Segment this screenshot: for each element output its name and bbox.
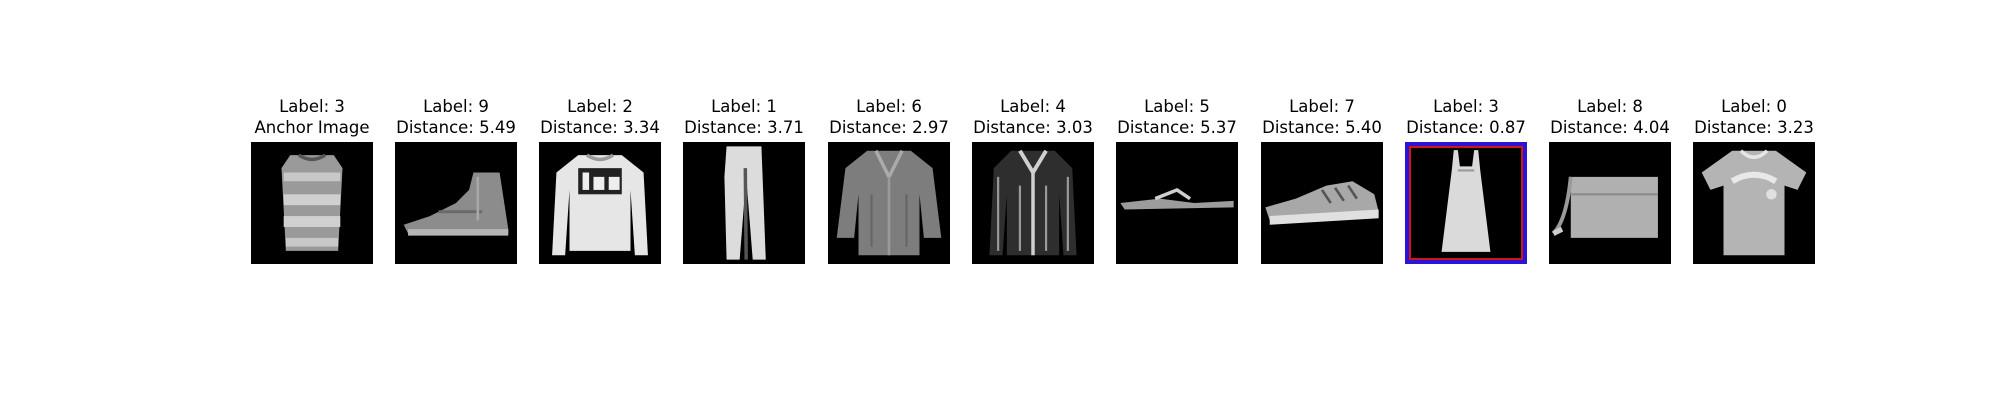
panel-caption: Label: 2 Distance: 3.34 — [539, 96, 661, 138]
panel-caption: Label: 6 Distance: 2.97 — [828, 96, 950, 138]
match-image — [683, 142, 805, 264]
coat-icon — [989, 149, 1077, 256]
nearest-match-image — [1405, 142, 1527, 264]
panel-label: Label: 3 — [279, 97, 345, 116]
bag-icon — [1551, 176, 1658, 238]
panel-distance: Distance: 5.40 — [1262, 118, 1382, 137]
tshirt-icon — [1701, 149, 1807, 256]
panel-distance: Distance: 2.97 — [829, 118, 949, 137]
panel-6: Label: 5 Distance: 5.37 — [1116, 96, 1238, 138]
shirt-icon — [836, 149, 942, 256]
sneaker-icon — [1265, 181, 1379, 225]
dress-striped-icon — [281, 153, 343, 251]
panel-distance: Distance: 3.23 — [1694, 118, 1814, 137]
panel-caption: Label: 3 Anchor Image — [251, 96, 373, 138]
ankle-boot-icon — [403, 172, 509, 236]
panel-caption: Label: 7 Distance: 5.40 — [1261, 96, 1383, 138]
panel-distance: Distance: 5.37 — [1117, 118, 1237, 137]
pullover-icon — [552, 153, 648, 256]
match-image — [828, 142, 950, 264]
match-image — [1261, 142, 1383, 264]
panel-3: Label: 1 Distance: 3.71 — [683, 96, 805, 138]
panel-label: Label: 4 — [1000, 97, 1066, 116]
panel-4: Label: 6 Distance: 2.97 — [828, 96, 950, 138]
panel-label: Label: 6 — [856, 97, 922, 116]
panel-distance: Distance: 0.87 — [1406, 118, 1526, 137]
panel-caption: Label: 5 Distance: 5.37 — [1116, 96, 1238, 138]
match-image — [539, 142, 661, 264]
trouser-icon — [724, 146, 766, 260]
panel-label: Label: 3 — [1433, 97, 1499, 116]
panel-label: Label: 5 — [1144, 97, 1210, 116]
anchor-image — [251, 142, 373, 264]
panel-caption: Label: 0 Distance: 3.23 — [1693, 96, 1815, 138]
panel-5: Label: 4 Distance: 3.03 — [972, 96, 1094, 138]
panel-label: Label: 9 — [423, 97, 489, 116]
panel-0: Label: 3 Anchor Image — [251, 96, 373, 138]
sandal-icon — [1120, 187, 1234, 210]
panel-caption: Label: 3 Distance: 0.87 — [1405, 96, 1527, 138]
panel-caption: Label: 8 Distance: 4.04 — [1549, 96, 1671, 138]
panel-8: Label: 3 Distance: 0.87 — [1405, 96, 1527, 138]
panel-caption: Label: 9 Distance: 5.49 — [395, 96, 517, 138]
match-image — [1693, 142, 1815, 264]
dress-icon — [1441, 150, 1491, 252]
panel-10: Label: 0 Distance: 3.23 — [1693, 96, 1815, 138]
panel-label: Label: 2 — [567, 97, 633, 116]
match-image — [972, 142, 1094, 264]
panel-distance: Distance: 5.49 — [396, 118, 516, 137]
panel-anchor-text: Anchor Image — [254, 118, 370, 137]
match-image — [1549, 142, 1671, 264]
panel-label: Label: 8 — [1577, 97, 1643, 116]
panel-label: Label: 0 — [1721, 97, 1787, 116]
panel-label: Label: 7 — [1289, 97, 1355, 116]
panel-caption: Label: 4 Distance: 3.03 — [972, 96, 1094, 138]
panel-distance: Distance: 3.03 — [973, 118, 1093, 137]
panel-9: Label: 8 Distance: 4.04 — [1549, 96, 1671, 138]
panel-2: Label: 2 Distance: 3.34 — [539, 96, 661, 138]
panel-distance: Distance: 3.34 — [540, 118, 660, 137]
match-image — [395, 142, 517, 264]
panel-7: Label: 7 Distance: 5.40 — [1261, 96, 1383, 138]
panel-distance: Distance: 4.04 — [1550, 118, 1670, 137]
match-image — [1116, 142, 1238, 264]
panel-caption: Label: 1 Distance: 3.71 — [683, 96, 805, 138]
panel-1: Label: 9 Distance: 5.49 — [395, 96, 517, 138]
panel-distance: Distance: 3.71 — [684, 118, 804, 137]
panel-label: Label: 1 — [711, 97, 777, 116]
